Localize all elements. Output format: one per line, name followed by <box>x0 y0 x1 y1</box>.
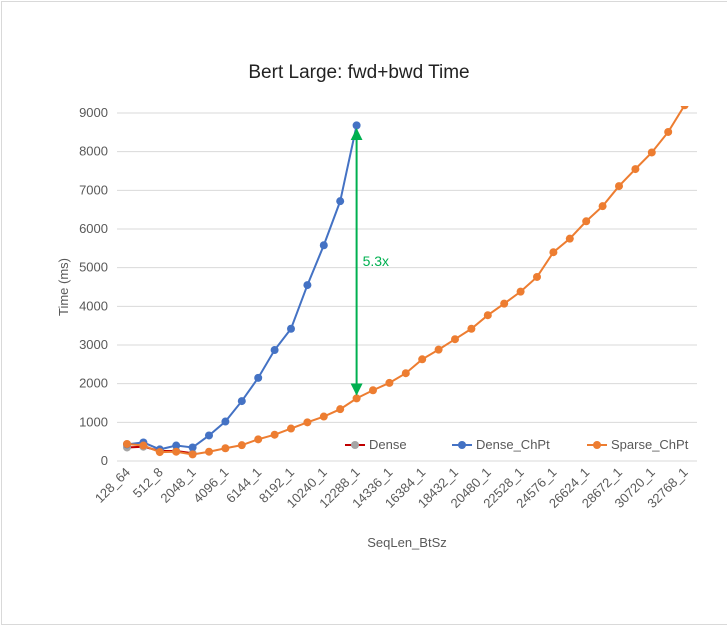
data-point <box>287 324 295 333</box>
data-point <box>319 241 328 250</box>
data-point <box>385 378 394 387</box>
data-point <box>336 405 345 414</box>
data-point <box>205 431 213 440</box>
data-point <box>631 165 640 174</box>
data-point <box>336 197 345 206</box>
y-tick-label: 9000 <box>79 105 108 120</box>
data-point <box>155 448 164 457</box>
x-tick-label: 128_64 <box>92 465 133 506</box>
data-point <box>221 417 230 426</box>
data-point <box>287 424 295 433</box>
data-point <box>500 299 509 308</box>
legend-item: Dense <box>345 437 407 452</box>
data-point <box>237 441 246 450</box>
data-point <box>401 369 410 378</box>
data-point <box>237 397 246 406</box>
data-point <box>451 335 459 344</box>
legend-marker <box>351 441 359 449</box>
y-tick-label: 8000 <box>79 144 108 159</box>
data-point <box>270 346 279 355</box>
data-point <box>615 182 623 191</box>
y-tick-label: 6000 <box>79 221 108 236</box>
data-point <box>369 386 377 395</box>
y-tick-label: 1000 <box>79 414 108 429</box>
data-point <box>680 106 689 110</box>
legend-marker <box>593 441 601 449</box>
data-point <box>549 248 558 257</box>
data-point <box>303 281 312 290</box>
x-tick-label: 6144_1 <box>223 465 264 506</box>
data-point <box>565 234 574 243</box>
x-tick-label: 4096_1 <box>190 465 231 506</box>
data-point <box>221 444 230 453</box>
data-point <box>418 355 427 364</box>
data-point <box>254 435 263 444</box>
data-point <box>188 443 197 452</box>
data-point <box>303 418 312 427</box>
y-tick-label: 0 <box>101 453 108 468</box>
y-tick-label: 4000 <box>79 298 108 313</box>
y-axis-label: Time (ms) <box>56 258 71 316</box>
data-point <box>516 287 525 296</box>
data-point <box>205 447 213 456</box>
data-point <box>352 121 361 130</box>
data-point <box>319 412 328 421</box>
legend-label: Sparse_ChPt <box>611 437 689 452</box>
data-point <box>139 441 148 450</box>
x-axis-label: SeqLen_BtSz <box>367 535 447 550</box>
data-point <box>598 202 607 211</box>
data-point <box>533 272 541 281</box>
annotation-label: 5.3x <box>363 253 389 269</box>
y-tick-label: 3000 <box>79 337 108 352</box>
legend-item: Sparse_ChPt <box>587 437 689 452</box>
y-tick-label: 7000 <box>79 182 108 197</box>
data-point <box>123 439 131 448</box>
data-point <box>172 447 181 456</box>
chart-title: Bert Large: fwd+bwd Time <box>248 62 469 83</box>
x-tick-label: 2048_1 <box>157 465 198 506</box>
data-point <box>172 441 181 450</box>
y-tick-label: 2000 <box>79 376 108 391</box>
data-point <box>254 373 263 382</box>
data-point <box>467 324 476 333</box>
data-point <box>188 450 197 459</box>
series-line <box>126 106 686 456</box>
data-point <box>483 311 492 320</box>
data-point <box>664 127 673 136</box>
y-tick-label: 5000 <box>79 260 108 275</box>
data-point <box>434 345 443 354</box>
plot-area <box>123 106 689 459</box>
data-point <box>647 148 656 157</box>
data-point <box>352 394 361 403</box>
legend-marker <box>458 441 466 449</box>
legend-item: Dense_ChPt <box>452 437 550 452</box>
legend-label: Dense_ChPt <box>476 437 550 452</box>
data-point <box>582 217 591 226</box>
data-point <box>270 430 279 439</box>
legend-label: Dense <box>369 437 407 452</box>
